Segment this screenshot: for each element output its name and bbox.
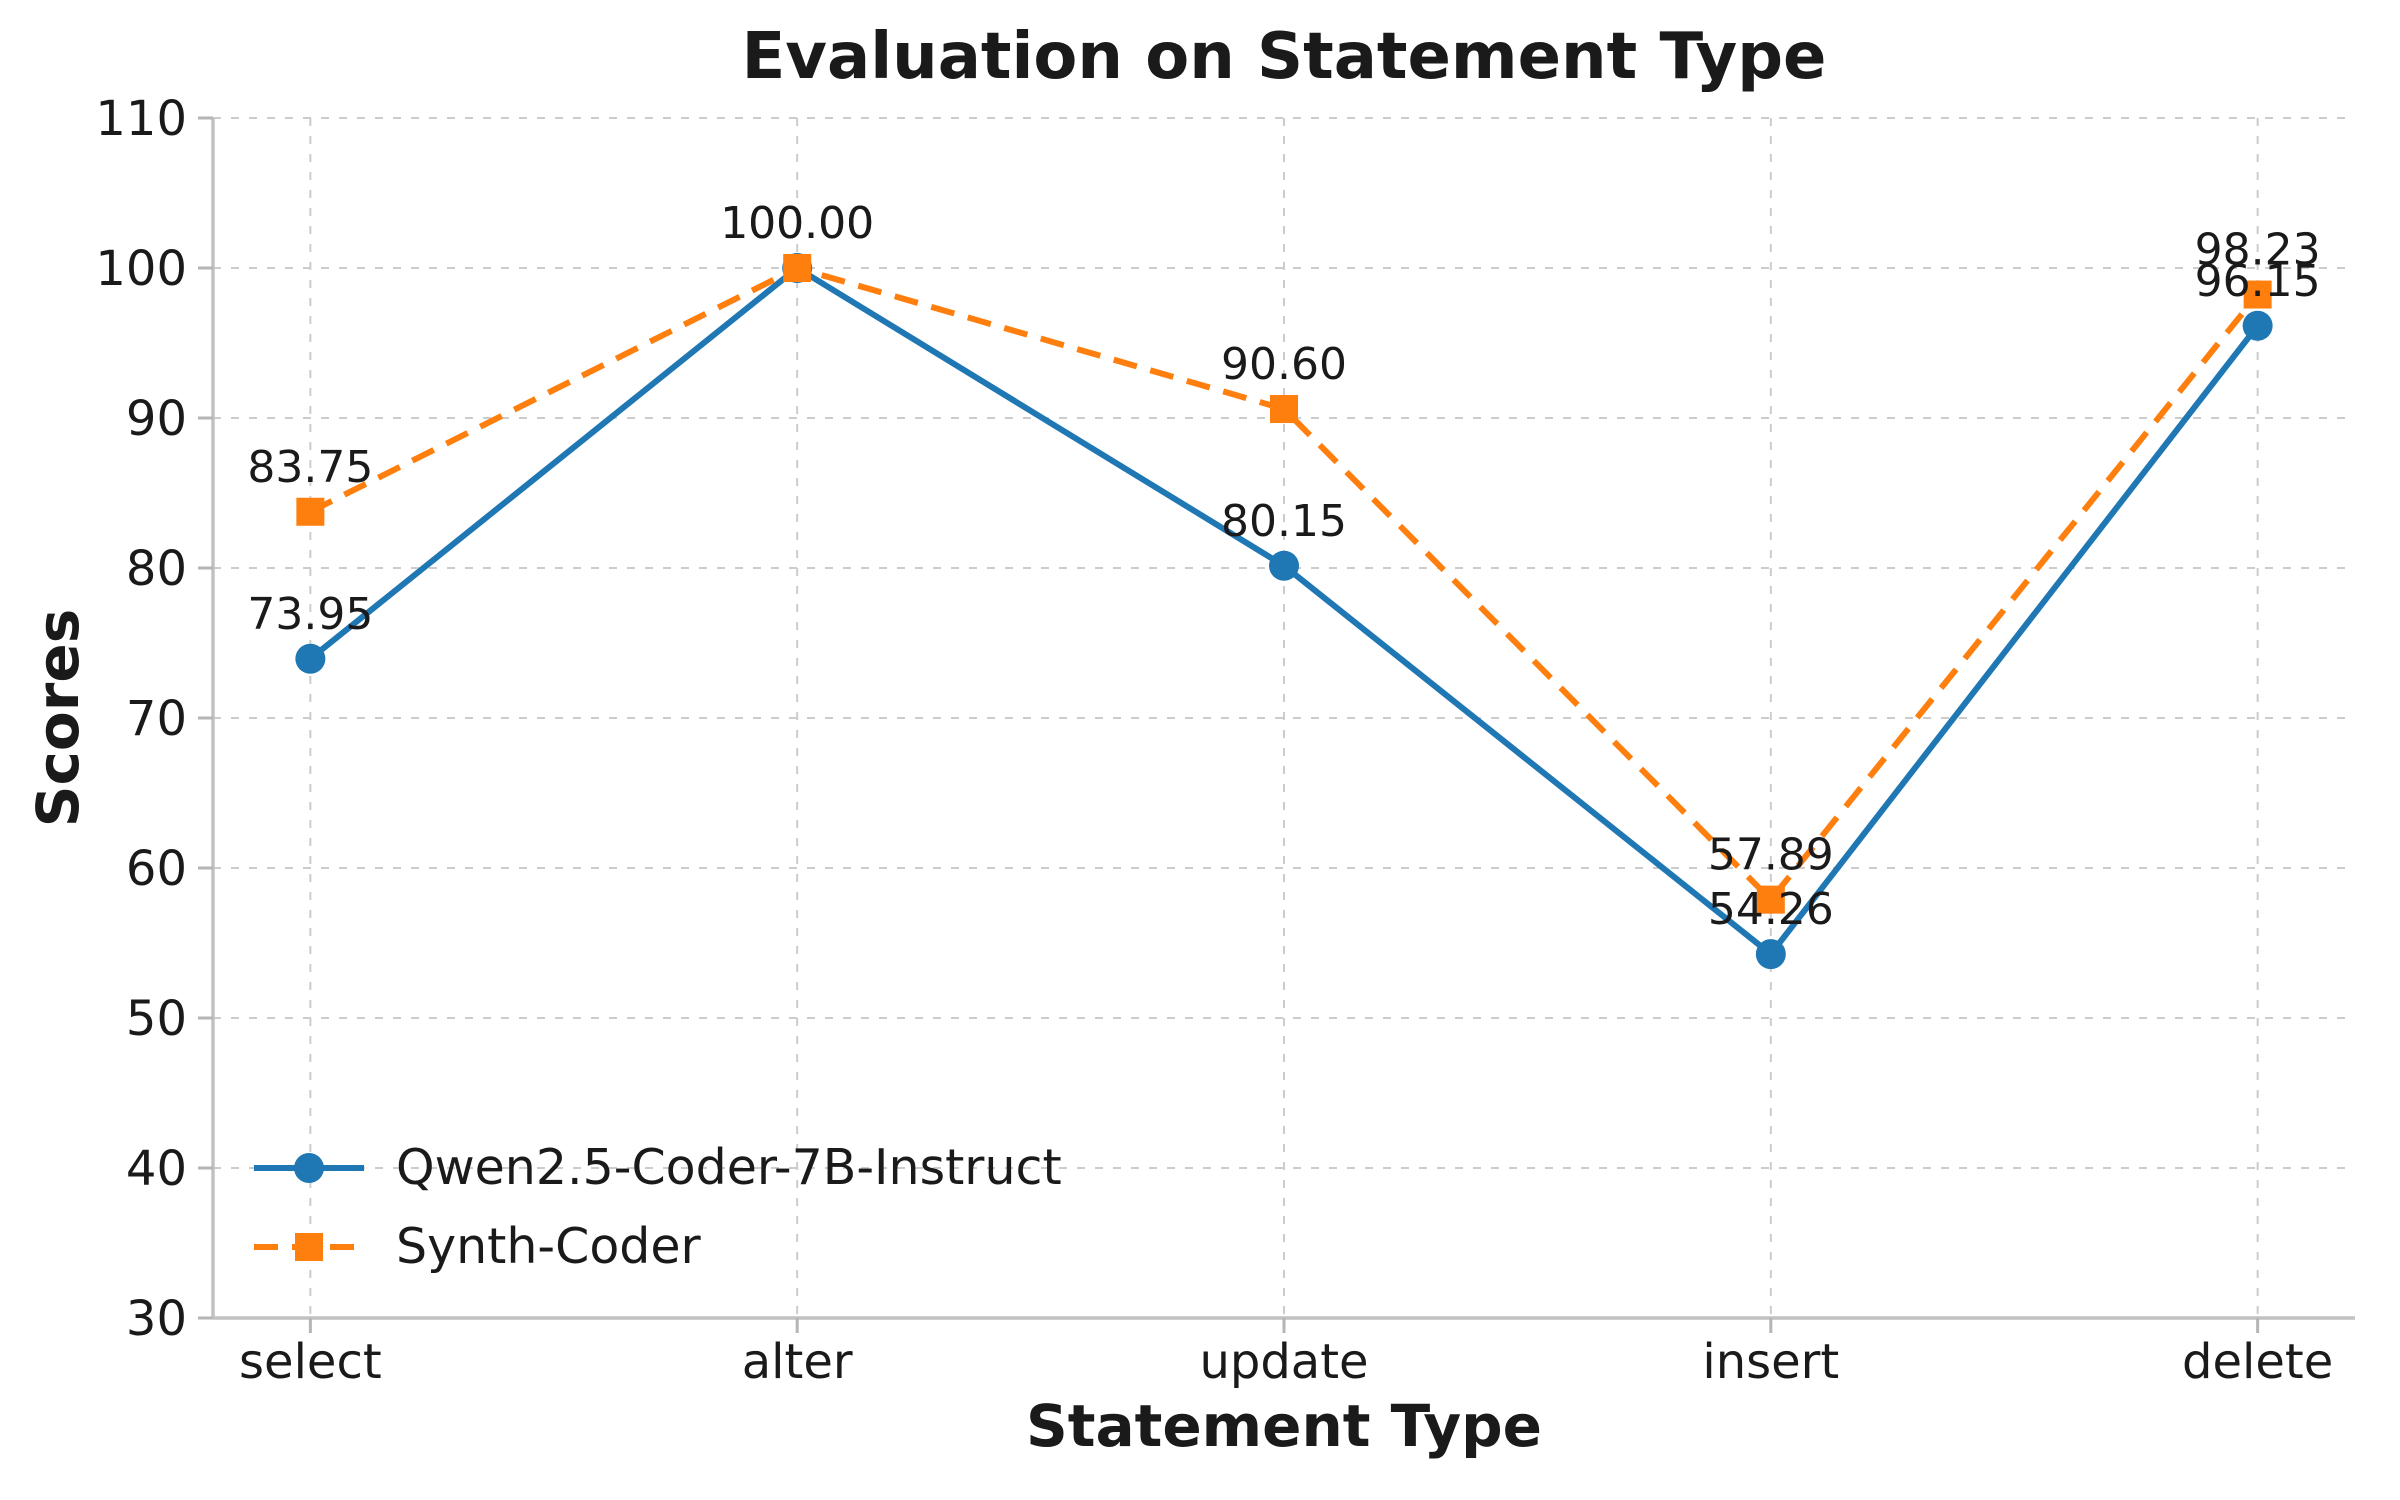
x-tick-label: select — [239, 1334, 382, 1390]
x-tick-label: delete — [2182, 1334, 2333, 1390]
data-point-label: 73.95 — [247, 589, 373, 640]
y-tick-label: 50 — [126, 991, 187, 1047]
data-point-label: 98.23 — [2195, 225, 2321, 276]
data-point-label: 54.26 — [1708, 884, 1834, 935]
data-point-marker — [1756, 885, 1785, 914]
data-point-label: 100.00 — [720, 198, 874, 249]
data-point-label: 57.89 — [1708, 830, 1834, 881]
data-point-label: 80.15 — [1221, 496, 1347, 547]
data-point-marker — [1270, 395, 1298, 423]
series-line-synth-coder — [309, 265, 2260, 903]
y-tick-label: 70 — [126, 691, 187, 747]
data-point-label: 96.15 — [2195, 256, 2321, 307]
data-point-marker — [1269, 550, 1299, 581]
legend-dashed-line-square-icon — [254, 1232, 364, 1261]
data-point-marker — [296, 497, 325, 526]
x-tick-label: insert — [1702, 1334, 1839, 1390]
legend: Qwen2.5-Coder-7B-Instruct Synth-Coder — [250, 1128, 1062, 1286]
legend-label: Qwen2.5-Coder-7B-Instruct — [396, 1139, 1062, 1196]
legend-item-synth-coder: Synth-Coder — [250, 1207, 1062, 1286]
y-tick-label: 100 — [95, 241, 187, 297]
legend-label: Synth-Coder — [396, 1218, 701, 1275]
y-tick-label: 110 — [95, 91, 187, 147]
data-point-marker — [783, 254, 812, 282]
data-point-marker — [1755, 939, 1786, 970]
chart-title: Evaluation on Statement Type — [741, 20, 1827, 94]
y-tick-label: 40 — [126, 1141, 187, 1197]
x-tick-label: update — [1199, 1334, 1368, 1390]
data-point-label: 90.60 — [1221, 339, 1347, 390]
legend-item-qwen: Qwen2.5-Coder-7B-Instruct — [250, 1128, 1062, 1207]
data-point-marker — [2243, 280, 2272, 309]
y-tick-label: 60 — [126, 841, 187, 897]
x-tick-label: alter — [742, 1334, 853, 1390]
data-point-label: 100.00 — [720, 198, 874, 249]
y-tick-label: 30 — [126, 1291, 187, 1347]
y-axis-label: Scores — [24, 608, 92, 828]
x-axis-label: Statement Type — [1025, 1392, 1543, 1460]
y-tick-label: 90 — [126, 391, 187, 447]
y-tick-label: 80 — [126, 541, 187, 597]
data-point-marker — [295, 643, 326, 674]
legend-solid-line-circle-icon — [254, 1152, 364, 1183]
data-point-label: 83.75 — [247, 442, 373, 493]
data-point-marker — [2242, 310, 2273, 341]
